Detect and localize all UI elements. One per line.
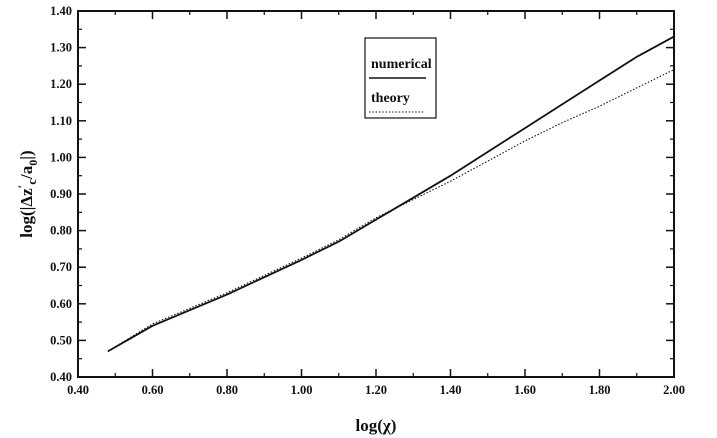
x-tick-label: 1.80 — [589, 383, 611, 397]
x-axis-label: log(χ) — [356, 416, 397, 435]
data-series — [107, 35, 675, 353]
x-tick-label: 1.40 — [440, 383, 462, 397]
y-tick-label: 1.40 — [50, 4, 72, 18]
tick-marks — [77, 10, 675, 378]
y-tick-label: 1.00 — [50, 150, 72, 164]
y-label-sub-0: 0 — [26, 160, 40, 166]
series-line-numerical — [107, 35, 675, 353]
x-tick-label: 1.00 — [291, 383, 313, 397]
y-axis-label: log(|Δz′c/a0|) — [15, 150, 40, 237]
y-label-mid: /a — [17, 165, 36, 180]
x-tick-label: 0.80 — [216, 383, 238, 397]
y-tick-label: 0.40 — [50, 370, 72, 384]
y-tick-labels: 0.40 0.50 0.60 0.70 0.80 0.90 1.00 1.10 1.20 1.30… — [50, 4, 72, 384]
y-tick-label: 0.50 — [50, 333, 72, 347]
y-tick-label: 1.20 — [50, 77, 72, 91]
legend: numerical theory — [364, 37, 437, 119]
y-tick-label: 1.30 — [50, 41, 72, 55]
y-label-post: |) — [17, 150, 36, 159]
x-tick-labels: 0.40 0.60 0.80 1.00 1.20 1.40 1.60 1.80 2.00 — [67, 383, 685, 397]
x-tick-label: 0.40 — [67, 383, 89, 397]
y-label-pre: log(|Δz — [17, 188, 36, 238]
y-label-prime: ′ — [15, 185, 30, 189]
y-tick-label: 0.80 — [50, 224, 72, 238]
y-tick-label: 1.10 — [50, 114, 72, 128]
y-tick-label: 0.60 — [50, 297, 72, 311]
y-label-sub-c: c — [24, 179, 39, 185]
x-tick-label: 0.60 — [142, 383, 164, 397]
x-tick-label: 1.20 — [365, 383, 387, 397]
x-tick-label: 2.00 — [663, 383, 685, 397]
y-tick-label: 0.90 — [50, 187, 72, 201]
y-tick-label: 0.70 — [50, 260, 72, 274]
legend-label-numerical: numerical — [371, 57, 432, 72]
x-tick-label: 1.60 — [514, 383, 536, 397]
legend-label-theory: theory — [371, 91, 410, 106]
